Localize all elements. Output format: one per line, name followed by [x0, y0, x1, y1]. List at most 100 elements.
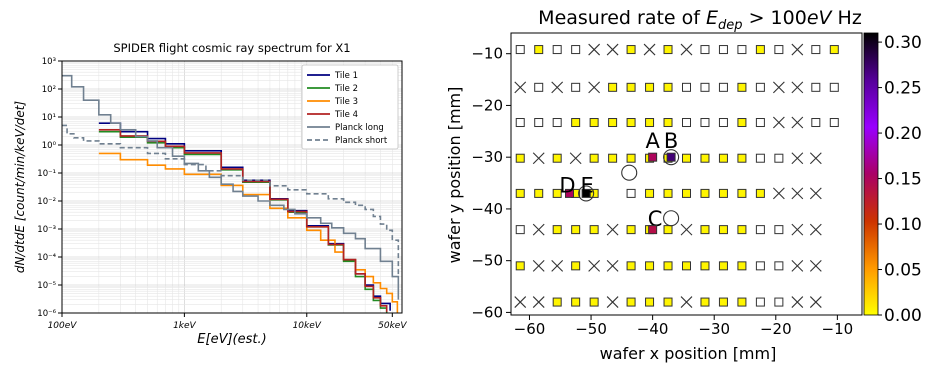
- channel-square: [700, 45, 710, 55]
- right-x-tick-label: −10: [822, 320, 854, 338]
- channel-square: [718, 225, 728, 235]
- channel-square: [700, 82, 710, 92]
- channel-cross: [809, 152, 822, 165]
- channel-square: [811, 82, 821, 92]
- channel-square: [682, 82, 691, 92]
- highlight-circle: [663, 210, 680, 227]
- channel-square: [737, 118, 747, 128]
- channel-square: [552, 153, 562, 163]
- right-plot-frame: [510, 32, 863, 316]
- channel-square: [663, 188, 673, 198]
- channel-square: [663, 297, 673, 307]
- wafer-rate-map: Measured rate of Edep > 100eV Hz A BCD E −…: [445, 7, 922, 363]
- colorbar: [863, 32, 879, 316]
- channel-square: [571, 118, 581, 128]
- left-x-ticks: 100eV 1keV 10keV 50keV: [48, 313, 407, 331]
- legend-label: Tile 1: [334, 71, 358, 81]
- channel-square: [755, 225, 765, 235]
- channel-square: [755, 82, 765, 92]
- channel-cross: [809, 187, 822, 200]
- channel-square: [608, 82, 618, 92]
- left-chart-title: SPIDER flight cosmic ray spectrum for X1: [113, 41, 350, 55]
- channel-square: [774, 297, 784, 307]
- channel-square: [645, 118, 655, 128]
- right-y-tick-label: −20: [471, 96, 503, 114]
- highlight-label: D: [559, 173, 575, 197]
- channel-square: [718, 82, 728, 92]
- channel-square: [534, 45, 544, 55]
- channel-cross: [680, 223, 693, 236]
- channel-square: [700, 153, 710, 163]
- channel-square: [682, 261, 691, 271]
- left-y-ticks: 10⁻⁶ 10⁻⁵ 10⁻⁴ 10⁻³ 10⁻² 10⁻¹ 10⁰ 10¹ 10² 10³: [37, 57, 62, 319]
- right-x-tick-label: −30: [698, 320, 730, 338]
- channel-square: [571, 82, 581, 92]
- channel-square: [737, 225, 747, 235]
- left-y-tick-label: 10²: [42, 85, 56, 95]
- channel-square: [534, 188, 544, 198]
- channel-cross: [680, 43, 693, 56]
- right-y-tick-label: −50: [471, 252, 503, 270]
- spectrum-chart: SPIDER flight cosmic ray spectrum for X1…: [13, 41, 407, 347]
- channel-square: [571, 297, 581, 307]
- channel-cross: [809, 223, 822, 236]
- right-y-tick-label: −30: [471, 148, 503, 166]
- left-y-tick-label: 10⁻³: [37, 225, 56, 235]
- channel-square: [645, 82, 655, 92]
- colorbar-tick-label: 0.05: [884, 261, 922, 281]
- left-series: [62, 74, 400, 313]
- highlight-square: [581, 188, 591, 198]
- highlight-square: [648, 225, 658, 235]
- left-y-tick-label: 10⁰: [42, 141, 57, 151]
- channel-square: [589, 297, 599, 307]
- channel-cross: [643, 43, 656, 56]
- channel-square: [737, 45, 747, 55]
- channel-cross: [791, 187, 804, 200]
- channel-square: [718, 188, 728, 198]
- left-y-axis-label: dN/dtdE [count/min/keV/det]: [13, 101, 27, 274]
- channel-square: [700, 261, 710, 271]
- channel-cross: [514, 81, 527, 94]
- highlight-circle: [578, 185, 595, 202]
- legend-label: Planck long: [335, 123, 384, 133]
- channel-cross: [532, 223, 545, 236]
- channel-square: [645, 261, 655, 271]
- colorbar-tick-label: 0.10: [884, 215, 922, 235]
- channel-cross: [772, 187, 785, 200]
- highlight-label: B: [664, 129, 678, 153]
- channel-square: [718, 153, 728, 163]
- right-x-tick-label: −60: [514, 320, 546, 338]
- legend-label: Tile 2: [334, 84, 358, 94]
- channel-cross: [791, 116, 804, 129]
- right-y-ticks: −10 −20 −30 −40 −50 −60: [471, 45, 511, 321]
- highlight-square: [648, 152, 658, 162]
- channel-square: [645, 297, 655, 307]
- channel-cross: [532, 259, 545, 272]
- colorbar-tick-label: 0.25: [884, 79, 922, 99]
- right-y-tick-label: −40: [471, 200, 503, 218]
- highlight-circle: [663, 149, 680, 166]
- channel-square: [571, 45, 581, 55]
- channel-square: [645, 188, 655, 198]
- channel-cross: [588, 81, 601, 94]
- channel-cross: [791, 152, 804, 165]
- channel-square: [755, 45, 765, 55]
- highlight-label: E: [580, 173, 593, 197]
- channel-cross: [551, 259, 564, 272]
- channel-cross: [588, 43, 601, 56]
- legend-label: Tile 4: [334, 110, 358, 120]
- channel-square: [811, 118, 821, 128]
- right-markers: A BCD E: [514, 43, 839, 308]
- channel-cross: [532, 296, 545, 308]
- channel-square: [700, 297, 710, 307]
- channel-cross: [809, 296, 822, 308]
- channel-square: [626, 45, 636, 55]
- channel-square: [571, 261, 581, 271]
- channel-cross: [791, 259, 804, 272]
- channel-square: [663, 225, 673, 235]
- channel-square: [534, 82, 544, 92]
- channel-cross: [791, 43, 804, 56]
- left-y-tick-label: 10¹: [42, 113, 56, 123]
- channel-square: [774, 261, 784, 271]
